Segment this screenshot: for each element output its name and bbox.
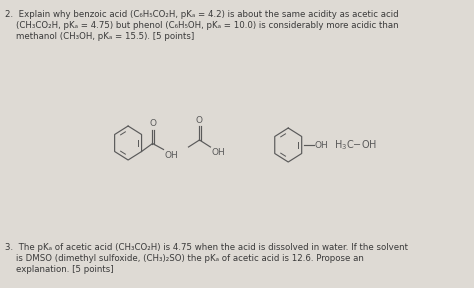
Text: H$_3$C$-$OH: H$_3$C$-$OH: [334, 138, 377, 152]
Text: O: O: [149, 120, 156, 128]
Text: (CH₃CO₂H, pKₐ = 4.75) but phenol (C₆H₅OH, pKₐ = 10.0) is considerably more acidi: (CH₃CO₂H, pKₐ = 4.75) but phenol (C₆H₅OH…: [6, 21, 399, 30]
Text: OH: OH: [211, 148, 225, 157]
Text: methanol (CH₃OH, pKₐ = 15.5). [5 points]: methanol (CH₃OH, pKₐ = 15.5). [5 points]: [6, 32, 195, 41]
Text: O: O: [196, 116, 203, 125]
Text: explanation. [5 points]: explanation. [5 points]: [6, 265, 114, 274]
Text: OH: OH: [164, 151, 178, 160]
Text: 3.  The pKₐ of acetic acid (CH₃CO₂H) is 4.75 when the acid is dissolved in water: 3. The pKₐ of acetic acid (CH₃CO₂H) is 4…: [6, 243, 409, 252]
Text: is DMSO (dimethyl sulfoxide, (CH₃)₂SO) the pKₐ of acetic acid is 12.6. Propose a: is DMSO (dimethyl sulfoxide, (CH₃)₂SO) t…: [6, 254, 365, 263]
Text: 2.  Explain why benzoic acid (C₆H₅CO₂H, pKₐ = 4.2) is about the same acidity as : 2. Explain why benzoic acid (C₆H₅CO₂H, p…: [6, 10, 399, 19]
Text: OH: OH: [315, 141, 328, 149]
